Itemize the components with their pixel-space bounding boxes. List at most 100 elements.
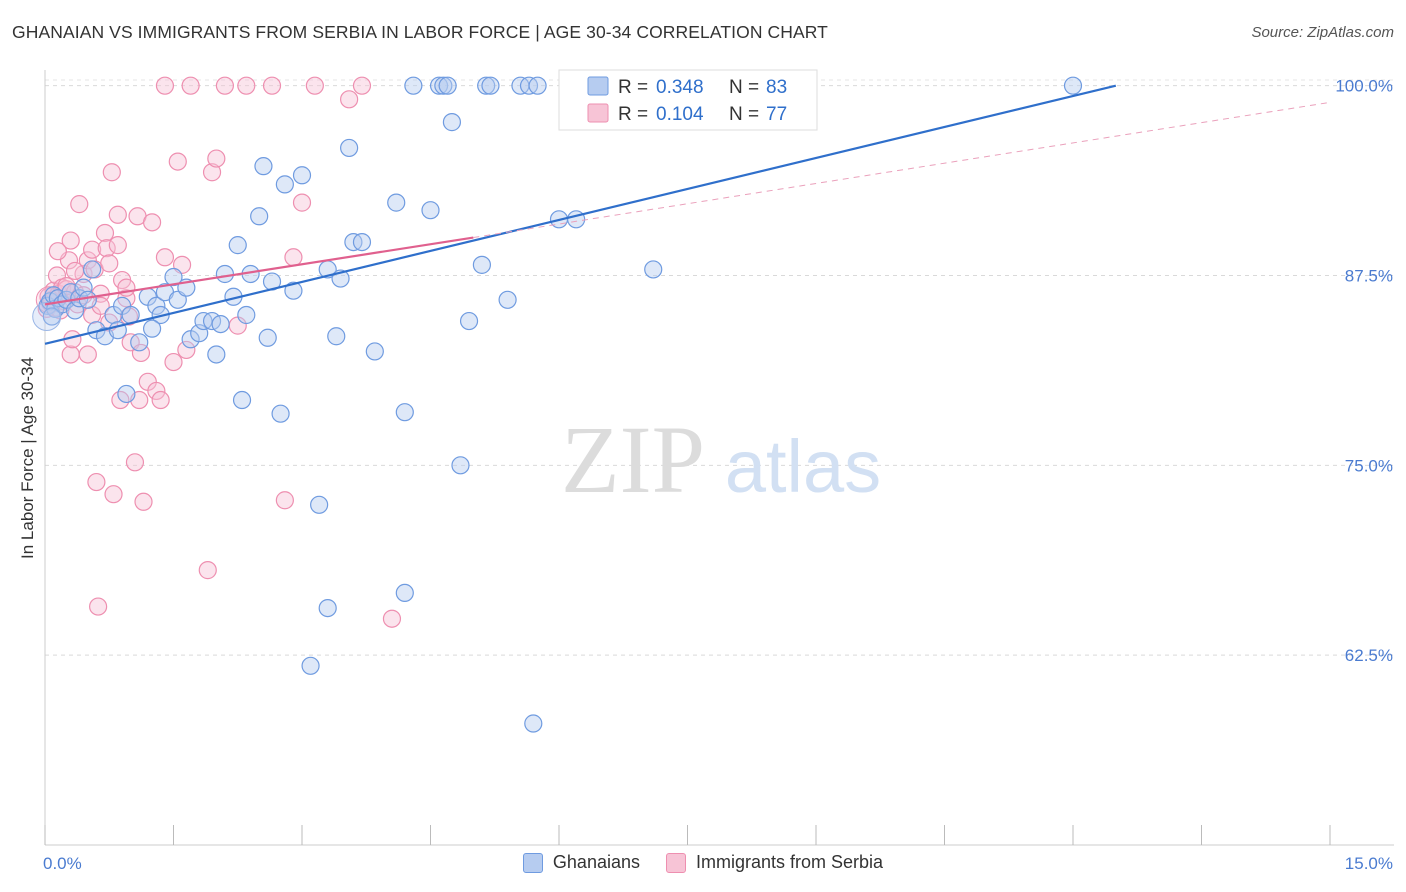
point-serbia xyxy=(155,248,175,267)
point-serbia xyxy=(215,76,234,95)
legend-n-value-2: 77 xyxy=(766,104,787,125)
point-ghanaians xyxy=(1063,76,1083,95)
point-serbia xyxy=(48,242,67,261)
point-ghanaians xyxy=(254,157,273,176)
point-ghanaians xyxy=(164,267,183,287)
legend-item-ghanaians: Ghanaians xyxy=(522,852,640,873)
point-serbia xyxy=(142,213,162,232)
point-ghanaians xyxy=(442,113,462,132)
legend-n-label-1: N = xyxy=(729,77,759,98)
point-ghanaians xyxy=(327,327,346,346)
point-ghanaians xyxy=(147,296,166,315)
trend-lines xyxy=(44,84,1331,345)
point-ghanaians xyxy=(498,290,517,309)
point-ghanaians xyxy=(130,333,149,352)
point-ghanaians xyxy=(211,314,230,334)
source-note: Source: ZipAtlas.com xyxy=(1251,24,1394,41)
point-ghanaians xyxy=(301,656,320,675)
point-ghanaians xyxy=(472,255,491,274)
point-serbia xyxy=(164,352,183,372)
point-serbia xyxy=(147,381,166,401)
point-ghanaians xyxy=(142,319,162,338)
legend-label-ghanaians: Ghanaians xyxy=(552,852,640,872)
point-serbia xyxy=(65,261,85,281)
point-serbia xyxy=(207,149,226,168)
point-serbia xyxy=(78,345,97,364)
point-serbia xyxy=(95,223,115,243)
y-tick-label: 75.0% xyxy=(1345,456,1393,475)
point-serbia xyxy=(198,561,217,580)
point-ghanaians xyxy=(65,301,85,320)
point-serbia xyxy=(134,492,153,511)
legend-label-serbia: Immigrants from Serbia xyxy=(696,852,884,872)
point-serbia xyxy=(104,485,123,504)
tick-labels: 100.0% 87.5% 75.0% 62.5% 0.0% 15.0% xyxy=(43,77,1393,873)
legend-n-value-1: 83 xyxy=(766,77,787,98)
point-serbia xyxy=(177,340,196,360)
point-ghanaians xyxy=(365,342,384,361)
point-ghanaians xyxy=(310,495,329,514)
point-ghanaians-large xyxy=(32,302,62,332)
trend-line-serbia xyxy=(44,236,474,306)
legend-r-value-2: 0.104 xyxy=(656,104,704,125)
trend-line-serbia-extrapolated xyxy=(473,101,1331,239)
point-serbia xyxy=(155,76,175,95)
point-serbia xyxy=(168,152,187,171)
point-ghanaians xyxy=(258,328,277,347)
series-legend: Ghanaians Immigrants from Serbia xyxy=(0,852,1406,873)
x-tick-label-right: 15.0% xyxy=(1345,854,1393,873)
series-ghanaians-points xyxy=(32,76,1083,733)
watermark-zip: ZIP xyxy=(561,406,705,513)
y-tick-label: 100.0% xyxy=(1335,77,1393,96)
axes xyxy=(44,70,1394,846)
legend-n-label-2: N = xyxy=(729,104,759,125)
point-serbia xyxy=(125,453,145,472)
point-ghanaians xyxy=(438,76,457,95)
chart-title: GHANAIAN VS IMMIGRANTS FROM SERBIA IN LA… xyxy=(12,22,828,42)
point-ghanaians xyxy=(284,281,303,300)
point-ghanaians xyxy=(215,264,234,284)
series-serbia-points xyxy=(35,76,402,628)
point-serbia xyxy=(292,193,312,212)
point-ghanaians xyxy=(477,76,496,95)
x-tick-label-left: 0.0% xyxy=(43,854,82,873)
y-tick-label: 87.5% xyxy=(1345,267,1393,286)
point-serbia xyxy=(100,254,119,273)
watermark-atlas: atlas xyxy=(725,425,881,508)
point-ghanaians xyxy=(318,598,337,618)
point-serbia xyxy=(181,76,200,95)
point-ghanaians xyxy=(292,166,312,185)
legend-swatch-serbia-bottom xyxy=(666,852,686,873)
gridlines xyxy=(45,79,1394,656)
point-ghanaians xyxy=(83,260,102,279)
point-ghanaians xyxy=(421,201,440,220)
point-ghanaians xyxy=(190,324,209,343)
point-ghanaians xyxy=(524,714,543,733)
legend-swatch-serbia xyxy=(587,103,609,123)
point-serbia xyxy=(352,76,372,95)
point-serbia xyxy=(340,90,359,109)
point-serbia xyxy=(108,236,127,255)
point-ghanaians xyxy=(232,390,252,410)
point-ghanaians xyxy=(387,193,406,212)
point-ghanaians xyxy=(352,232,372,252)
point-serbia xyxy=(70,195,89,214)
point-serbia xyxy=(262,76,282,95)
point-serbia xyxy=(61,231,80,250)
legend-swatch-ghanaians xyxy=(587,76,609,96)
y-tick-label: 62.5% xyxy=(1345,646,1393,665)
point-serbia xyxy=(284,248,303,267)
point-ghanaians xyxy=(74,278,93,297)
point-ghanaians xyxy=(228,236,247,255)
point-ghanaians xyxy=(451,456,470,475)
point-ghanaians xyxy=(395,403,414,422)
point-ghanaians xyxy=(644,260,663,279)
point-ghanaians xyxy=(117,384,136,404)
legend-r-label-2: R = xyxy=(618,104,648,125)
point-ghanaians xyxy=(459,311,479,331)
correlation-legend: R = 0.348 N = 83 R = 0.104 N = 77 xyxy=(558,69,818,131)
point-serbia xyxy=(83,240,102,259)
legend-item-serbia: Immigrants from Serbia xyxy=(666,852,883,873)
point-serbia xyxy=(108,205,127,224)
point-ghanaians xyxy=(250,207,269,226)
